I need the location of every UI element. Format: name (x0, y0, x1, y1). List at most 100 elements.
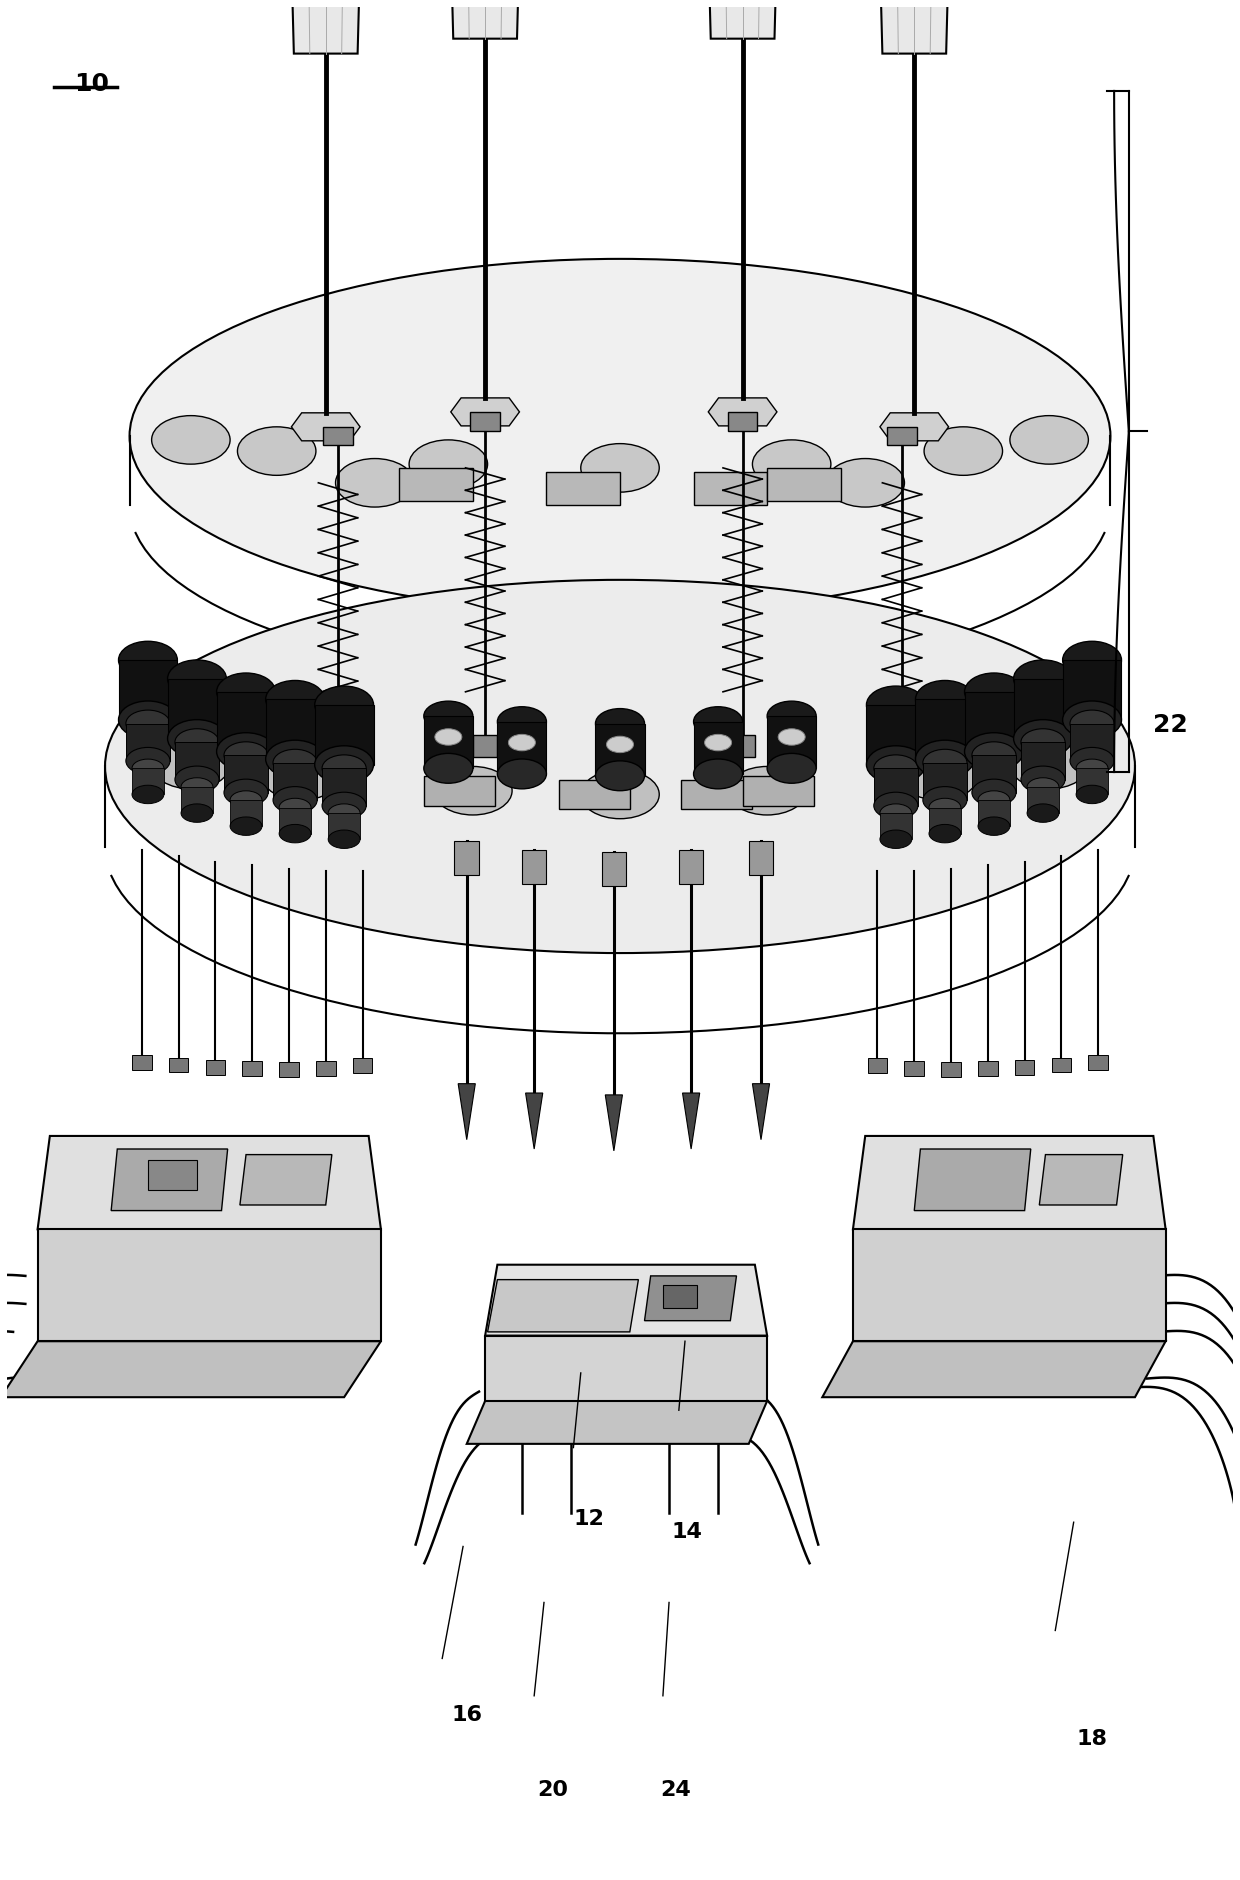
Ellipse shape (181, 778, 213, 797)
Bar (279, 1062, 299, 1077)
Ellipse shape (915, 681, 975, 718)
Bar (273, 763, 317, 801)
Ellipse shape (595, 709, 645, 739)
Ellipse shape (1009, 741, 1089, 790)
Bar (730, 735, 755, 758)
Ellipse shape (119, 641, 177, 679)
Polygon shape (288, 0, 365, 55)
Ellipse shape (424, 754, 472, 784)
Ellipse shape (1013, 660, 1073, 697)
Bar (167, 679, 227, 739)
Bar (915, 699, 975, 760)
Text: 14: 14 (672, 1523, 703, 1542)
Ellipse shape (508, 735, 536, 750)
Ellipse shape (167, 720, 227, 758)
Bar (749, 840, 774, 874)
Ellipse shape (929, 799, 961, 816)
Text: 22: 22 (1153, 713, 1188, 737)
Polygon shape (1, 1340, 381, 1397)
Text: 10: 10 (74, 71, 109, 96)
Bar (206, 1060, 226, 1075)
Text: 12: 12 (574, 1510, 605, 1528)
Bar (890, 760, 914, 782)
Polygon shape (605, 1094, 622, 1151)
Ellipse shape (874, 756, 918, 782)
Bar (224, 756, 268, 793)
Polygon shape (853, 1136, 1166, 1230)
Ellipse shape (175, 765, 219, 793)
Ellipse shape (497, 760, 547, 790)
Polygon shape (1039, 1154, 1122, 1205)
Bar (316, 1062, 336, 1075)
Ellipse shape (322, 791, 366, 820)
Ellipse shape (217, 673, 275, 711)
Ellipse shape (329, 829, 360, 848)
Bar (547, 472, 620, 506)
Ellipse shape (1021, 729, 1065, 756)
Ellipse shape (915, 741, 975, 778)
Ellipse shape (1070, 711, 1114, 737)
Bar (472, 735, 497, 758)
Polygon shape (239, 1154, 332, 1205)
Ellipse shape (224, 778, 268, 807)
Bar (965, 692, 1023, 752)
Bar (169, 1058, 188, 1072)
Polygon shape (822, 1340, 1166, 1397)
Bar (231, 801, 262, 825)
Bar (929, 808, 961, 833)
Polygon shape (753, 1083, 770, 1139)
Bar (175, 743, 219, 780)
Polygon shape (458, 1083, 475, 1139)
Ellipse shape (424, 701, 472, 731)
Text: 18: 18 (1076, 1730, 1107, 1750)
Bar (923, 763, 967, 801)
Ellipse shape (175, 729, 219, 756)
Bar (119, 660, 177, 720)
Text: 16: 16 (451, 1705, 482, 1726)
Ellipse shape (151, 741, 231, 790)
Ellipse shape (279, 825, 311, 842)
Ellipse shape (867, 746, 925, 784)
Ellipse shape (336, 459, 414, 508)
Ellipse shape (181, 805, 213, 822)
Ellipse shape (929, 825, 961, 842)
Bar (265, 699, 325, 760)
Ellipse shape (978, 818, 1009, 835)
Bar (743, 776, 813, 807)
Bar (941, 1062, 961, 1077)
Bar (326, 760, 350, 782)
Ellipse shape (1021, 765, 1065, 793)
Ellipse shape (978, 791, 1009, 808)
Bar (455, 840, 479, 874)
Ellipse shape (1009, 415, 1089, 464)
Bar (131, 1055, 151, 1070)
Polygon shape (526, 1092, 543, 1149)
Ellipse shape (580, 444, 660, 493)
Ellipse shape (972, 778, 1016, 807)
Bar (601, 852, 626, 885)
Bar (693, 722, 743, 775)
Ellipse shape (965, 673, 1023, 711)
Bar (424, 776, 495, 807)
Polygon shape (704, 0, 781, 39)
Ellipse shape (129, 259, 1111, 613)
Ellipse shape (265, 681, 325, 718)
Ellipse shape (779, 729, 805, 744)
Bar (888, 427, 916, 446)
Ellipse shape (728, 767, 806, 814)
Bar (874, 769, 918, 807)
Ellipse shape (753, 440, 831, 489)
Ellipse shape (237, 427, 316, 476)
Polygon shape (112, 1149, 228, 1211)
Ellipse shape (580, 771, 660, 818)
Ellipse shape (262, 752, 341, 801)
Bar (972, 756, 1016, 793)
Bar (1052, 1058, 1071, 1072)
Ellipse shape (768, 754, 816, 784)
Ellipse shape (119, 701, 177, 739)
Ellipse shape (1013, 720, 1073, 758)
Ellipse shape (1027, 805, 1059, 822)
Ellipse shape (923, 786, 967, 814)
Polygon shape (914, 1149, 1030, 1211)
Ellipse shape (704, 735, 732, 750)
